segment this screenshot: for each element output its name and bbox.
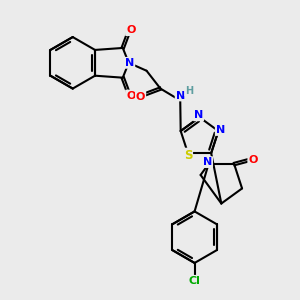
Text: Cl: Cl [189,276,200,286]
Text: N: N [194,110,203,120]
Text: H: H [185,85,193,96]
Text: N: N [176,91,185,100]
Text: O: O [126,91,135,100]
Text: N: N [216,125,225,135]
Text: N: N [125,58,134,68]
Text: S: S [184,148,192,162]
Text: O: O [248,155,258,165]
Text: N: N [203,157,212,167]
Text: O: O [126,25,135,35]
Text: O: O [136,92,145,101]
